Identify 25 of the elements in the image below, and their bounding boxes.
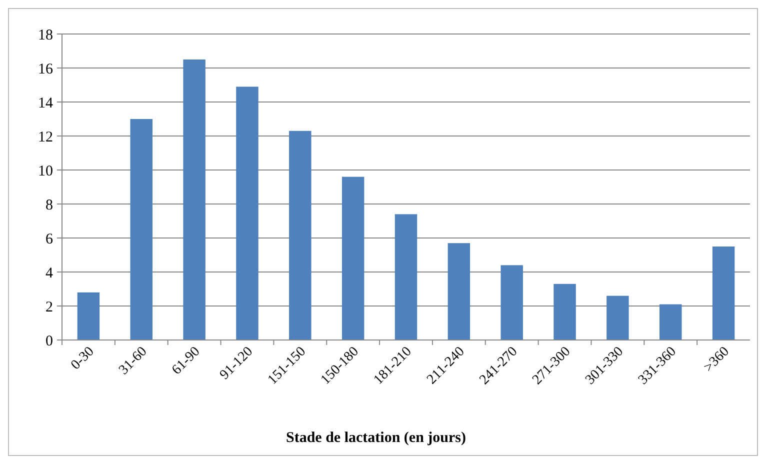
bar	[342, 176, 364, 340]
y-tick-label: 10	[38, 163, 53, 180]
bar	[448, 243, 470, 340]
bar	[130, 119, 152, 340]
bar	[500, 265, 523, 340]
y-tick-label: 4	[46, 265, 54, 282]
y-tick-label: 18	[38, 27, 53, 44]
x-tick-label: 0-30	[68, 344, 98, 373]
bar	[183, 60, 206, 340]
y-tick-label: 16	[38, 61, 54, 78]
bar	[660, 304, 682, 340]
bar	[394, 214, 418, 340]
y-tick-label: 0	[46, 333, 53, 350]
y-tick-label: 12	[38, 129, 53, 146]
x-axis-title: Stade de lactation (en jours)	[286, 430, 466, 446]
bar	[554, 284, 576, 340]
y-tick-label: 6	[46, 231, 54, 248]
y-tick-label: 14	[38, 95, 54, 112]
bar	[606, 296, 629, 340]
bar	[236, 86, 258, 340]
bar	[712, 246, 735, 340]
y-tick-label: 8	[46, 197, 53, 214]
y-tick-label: 2	[46, 299, 53, 316]
bar	[77, 292, 100, 340]
bar	[289, 130, 312, 340]
